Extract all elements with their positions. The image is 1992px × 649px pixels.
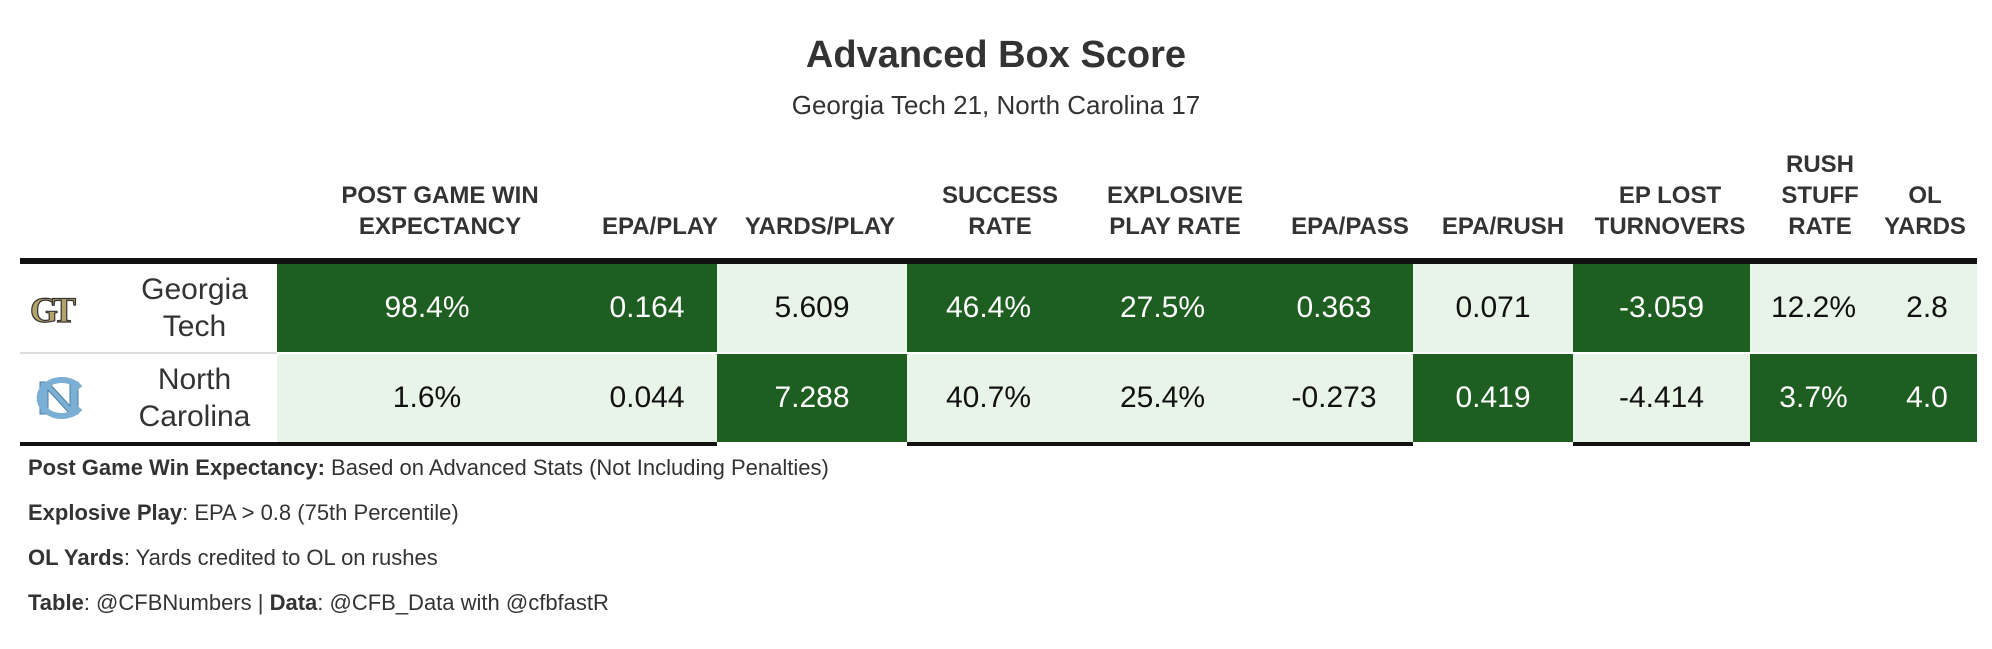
cell-win-expectancy: 1.6% [277,354,577,442]
page-title: Advanced Box Score [805,34,1187,76]
table-bottom-border [20,442,277,446]
table-bottom-border [1070,442,1255,446]
cell-epa-rush: 0.419 [1413,354,1573,442]
col-header-epa-play: EPA/PLAY [601,213,719,240]
col-header-epa-rush: EPA/RUSH [1441,213,1565,240]
svg-text:T: T [52,290,76,330]
cell-epa-play: 0.044 [577,354,717,442]
table-bottom-border [907,442,1070,446]
cell-explosive-play-rate: 27.5% [1070,264,1255,352]
box-score-table: POST GAME WIN EXPECTANCY EPA/PLAY YARDS/P… [20,140,1977,446]
cell-yards-play: 5.609 [717,264,907,352]
col-header-rush-stuff-rate: RUSH STUFF RATE [1781,151,1859,240]
team-name: Georgia Tech [141,273,248,343]
cell-epa-pass: -0.273 [1255,354,1413,442]
col-header-win-expectancy: POST GAME WIN EXPECTANCY [341,182,539,240]
cell-epa-pass: 0.363 [1255,264,1413,352]
col-header-ol-yards: OL YARDS [1884,182,1966,240]
georgia-tech-logo: G T [29,289,76,330]
page-subtitle: Georgia Tech 21, North Carolina 17 [791,90,1201,120]
col-header-epa-pass: EPA/PASS [1291,213,1409,240]
table-row: North Carolina 1.6% 0.044 7.288 40.7% 25.4% -0… [20,354,1977,442]
cell-rush-stuff-rate: 12.2% [1750,264,1877,352]
cell-rush-stuff-rate: 3.7% [1750,354,1877,442]
footnote-explosive-play: Explosive Play: EPA > 0.8 (75th Percenti… [28,500,459,525]
col-header-success-rate: SUCCESS RATE [941,182,1059,240]
cell-success-rate: 40.7% [907,354,1070,442]
cell-ep-lost-turnovers: -4.414 [1573,354,1750,442]
header-divider [20,258,1977,264]
cell-ol-yards: 4.0 [1877,354,1977,442]
col-header-yards-play: YARDS/PLAY [744,213,896,240]
table-bottom-border [1255,442,1413,446]
table-bottom-border [277,442,577,446]
row-separator [20,352,277,354]
footnote-win-expectancy: Post Game Win Expectancy: Based on Advan… [28,455,829,480]
cell-success-rate: 46.4% [907,264,1070,352]
cell-epa-play: 0.164 [577,264,717,352]
table-bottom-border [1573,442,1750,446]
col-header-ep-lost-turnovers: EP LOST TURNOVERS [1594,182,1746,240]
cell-explosive-play-rate: 25.4% [1070,354,1255,442]
team-name: North Carolina [138,363,251,433]
svg-text:G: G [30,290,58,330]
footnotes: Post Game Win Expectancy: Based on Advan… [28,453,829,633]
footnote-ol-yards: OL Yards: Yards credited to OL on rushes [28,545,438,570]
cell-ol-yards: 2.8 [1877,264,1977,352]
cell-ep-lost-turnovers: -3.059 [1573,264,1750,352]
cell-yards-play: 7.288 [717,354,907,442]
table-row: G T Georgia Tech 98.4% 0.164 5.609 46.4% 27.5… [20,264,1977,352]
footnote-credits: Table: @CFBNumbers | Data: @CFB_Data wit… [28,590,609,615]
cell-epa-rush: 0.071 [1413,264,1573,352]
cell-win-expectancy: 98.4% [277,264,577,352]
col-header-explosive-play-rate: EXPLOSIVE PLAY RATE [1106,182,1244,240]
north-carolina-logo [36,377,83,419]
table-bottom-border [577,442,717,446]
header-row: POST GAME WIN EXPECTANCY EPA/PLAY YARDS/P… [20,140,1977,258]
